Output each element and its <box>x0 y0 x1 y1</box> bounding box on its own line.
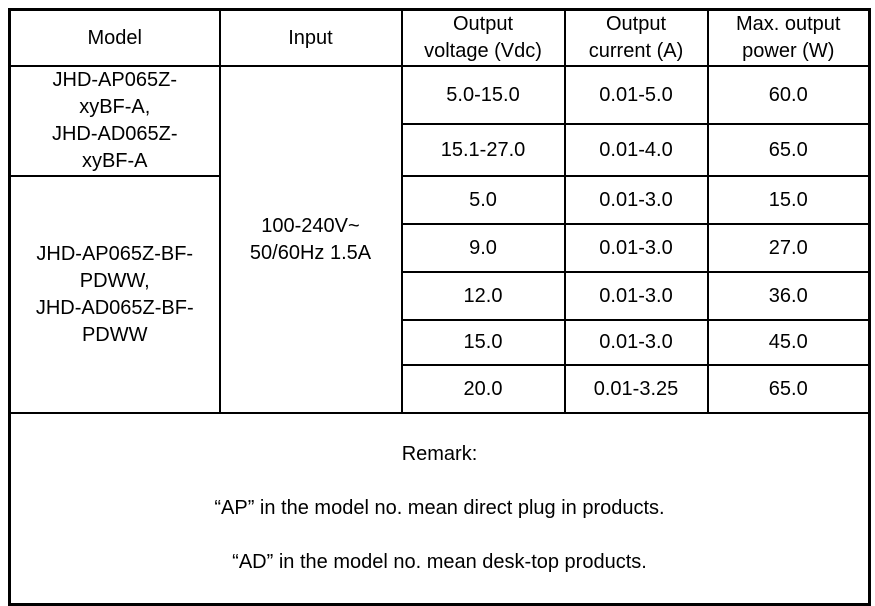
header-output-current: Output current (A) <box>563 8 709 67</box>
header-model: Model <box>8 8 221 67</box>
power-cell: 60.0 <box>706 65 871 125</box>
power-cell: 65.0 <box>706 364 871 414</box>
model-group-1-cell: JHD-AP065Z- xyBF-A, JHD-AD065Z- xyBF-A <box>8 65 221 177</box>
remark-line-ap: “AP” in the model no. mean direct plug i… <box>214 497 665 519</box>
table-row: JHD-AP065Z- xyBF-A, JHD-AD065Z- xyBF-A 1… <box>8 65 871 414</box>
voltage-cell: 12.0 <box>400 271 566 321</box>
remark-row: Remark: “AP” in the model no. mean direc… <box>8 412 871 606</box>
spec-table: Model Input Output voltage (Vdc) Output … <box>8 8 871 606</box>
voltage-cell: 9.0 <box>400 223 566 273</box>
remark-cell: Remark: “AP” in the model no. mean direc… <box>8 412 871 606</box>
table-row: 9.0 0.01-3.0 27.0 <box>10 223 871 273</box>
remark-title: Remark: <box>401 443 478 465</box>
table-row: 15.1-27.0 0.01-4.0 65.0 <box>10 123 871 177</box>
current-cell: 0.01-3.0 <box>563 271 709 321</box>
power-cell: 15.0 <box>706 175 871 225</box>
power-cell: 65.0 <box>706 123 871 177</box>
header-output-voltage: Output voltage (Vdc) <box>400 8 566 67</box>
remark-line-ad: “AD” in the model no. mean desk-top prod… <box>232 551 647 573</box>
voltage-cell: 15.0 <box>400 319 566 366</box>
table-row: JHD-AP065Z-BF- PDWW, JHD-AD065Z-BF- PDWW… <box>8 175 871 414</box>
power-cell: 36.0 <box>706 271 871 321</box>
model-group-2-cell: JHD-AP065Z-BF- PDWW, JHD-AD065Z-BF- PDWW <box>8 175 221 414</box>
voltage-cell: 20.0 <box>400 364 566 414</box>
current-cell: 0.01-4.0 <box>563 123 709 177</box>
header-row: Model Input Output voltage (Vdc) Output … <box>8 8 871 67</box>
current-cell: 0.01-3.0 <box>563 319 709 366</box>
header-input: Input <box>218 8 403 67</box>
voltage-cell: 15.1-27.0 <box>400 123 566 177</box>
input-cell: 100-240V~ 50/60Hz 1.5A <box>218 65 403 414</box>
current-cell: 0.01-3.0 <box>563 175 709 225</box>
table-row: 20.0 0.01-3.25 65.0 <box>10 364 871 414</box>
voltage-cell: 5.0-15.0 <box>400 65 566 125</box>
voltage-cell: 5.0 <box>400 175 566 225</box>
table-row: 15.0 0.01-3.0 45.0 <box>10 319 871 366</box>
table-row: 12.0 0.01-3.0 36.0 <box>10 271 871 321</box>
header-max-output-power: Max. output power (W) <box>706 8 871 67</box>
page: Model Input Output voltage (Vdc) Output … <box>8 8 871 606</box>
power-cell: 45.0 <box>706 319 871 366</box>
current-cell: 0.01-3.0 <box>563 223 709 273</box>
current-cell: 0.01-3.25 <box>563 364 709 414</box>
power-cell: 27.0 <box>706 223 871 273</box>
current-cell: 0.01-5.0 <box>563 65 709 125</box>
